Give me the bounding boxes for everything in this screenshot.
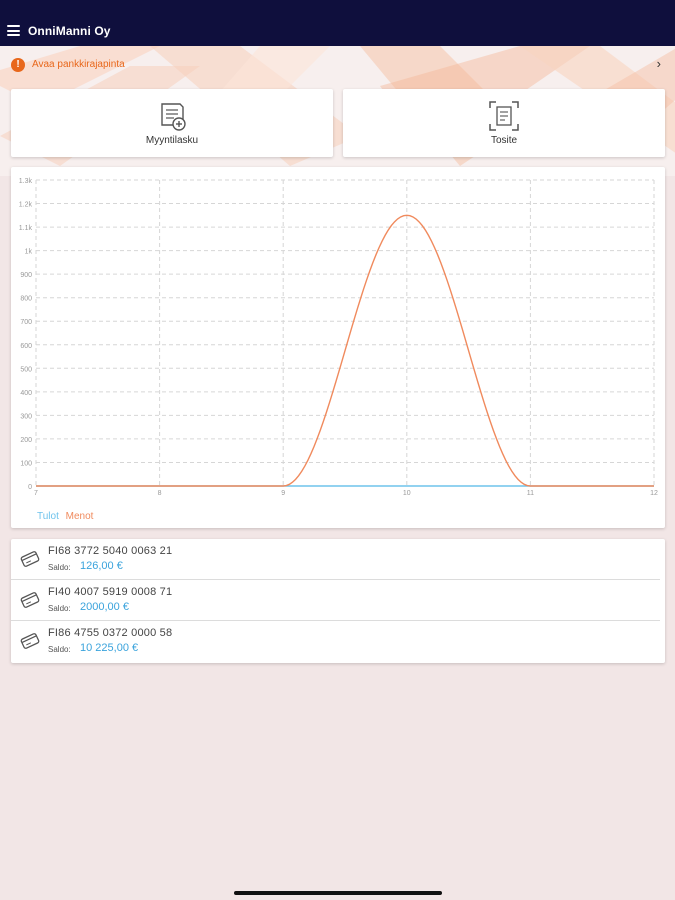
- alert-icon: !: [11, 58, 25, 72]
- balance-value: 10 225,00 €: [80, 642, 139, 654]
- row-divider: [11, 579, 660, 580]
- account-iban: FI68 3772 5040 0063 21: [48, 545, 173, 557]
- balance-label: Saldo:: [48, 563, 71, 572]
- y-tick-label: 600: [20, 343, 32, 350]
- y-tick-label: 0: [28, 484, 32, 491]
- bank-card-icon: [20, 592, 40, 608]
- y-tick-label: 700: [20, 319, 32, 326]
- series-line-expenses: [36, 214, 654, 487]
- income-expense-chart: 0 100 200 300 400 500 600 700 800 900 1k 1.1k 1.2k 1.…: [19, 178, 658, 497]
- y-tick-label: 900: [20, 272, 32, 279]
- y-tick-label: 500: [20, 366, 32, 373]
- row-divider: [11, 620, 660, 621]
- hamburger-menu-icon[interactable]: [7, 25, 20, 36]
- receipt-button[interactable]: Tosite: [343, 89, 665, 157]
- bank-card-icon: [20, 633, 40, 649]
- company-title: OnniManni Oy: [28, 24, 111, 38]
- chevron-right-icon: ›: [656, 56, 661, 71]
- sales-invoice-button[interactable]: Myyntilasku: [11, 89, 333, 157]
- x-tick-label: 12: [650, 490, 658, 497]
- y-tick-label: 1.3k: [19, 178, 33, 185]
- income-expense-chart-card: 0 100 200 300 400 500 600 700 800 900 1k 1.1k 1.2k 1.…: [11, 167, 665, 528]
- x-tick-label: 8: [158, 490, 162, 497]
- status-bar: [0, 0, 675, 16]
- x-tick-label: 7: [34, 490, 38, 497]
- bank-card-icon: [20, 551, 40, 567]
- bank-accounts-list: FI68 3772 5040 0063 21 Saldo: 126,00 € F…: [11, 539, 665, 663]
- home-indicator[interactable]: [234, 891, 442, 895]
- y-tick-label: 200: [20, 437, 32, 444]
- chart-legend: Tulot Menot: [37, 511, 97, 522]
- account-row[interactable]: FI40 4007 5919 0008 71 Saldo: 2000,00 €: [11, 580, 665, 621]
- y-tick-label: 400: [20, 390, 32, 397]
- receipt-label: Tosite: [490, 135, 518, 146]
- x-tick-label: 9: [281, 490, 285, 497]
- app-header: OnniManni Oy: [0, 16, 675, 46]
- y-tick-label: 1.1k: [19, 225, 33, 232]
- y-tick-label: 1k: [25, 249, 33, 256]
- x-tick-label: 10: [403, 490, 411, 497]
- invoice-icon: [161, 103, 186, 131]
- y-tick-label: 800: [20, 296, 32, 303]
- account-iban: FI86 4755 0372 0000 58: [48, 627, 173, 639]
- legend-income[interactable]: Tulot: [37, 511, 59, 522]
- balance-label: Saldo:: [48, 604, 71, 613]
- balance-value: 126,00 €: [80, 560, 123, 572]
- y-tick-label: 300: [20, 413, 32, 420]
- account-row[interactable]: FI68 3772 5040 0063 21 Saldo: 126,00 €: [11, 539, 665, 580]
- balance-label: Saldo:: [48, 645, 71, 654]
- y-tick-label: 100: [20, 460, 32, 467]
- receipt-scan-icon: [489, 101, 519, 131]
- account-iban: FI40 4007 5919 0008 71: [48, 586, 173, 598]
- y-tick-label: 1.2k: [19, 202, 33, 209]
- open-bank-interface-notice[interactable]: ! Avaa pankkirajapinta ›: [0, 50, 675, 80]
- balance-value: 2000,00 €: [80, 601, 129, 613]
- account-row[interactable]: FI86 4755 0372 0000 58 Saldo: 10 225,00 …: [11, 621, 665, 662]
- x-tick-label: 11: [527, 490, 534, 497]
- notice-text: Avaa pankkirajapinta: [32, 59, 125, 70]
- legend-expenses[interactable]: Menot: [65, 511, 94, 522]
- sales-invoice-label: Myyntilasku: [145, 135, 199, 146]
